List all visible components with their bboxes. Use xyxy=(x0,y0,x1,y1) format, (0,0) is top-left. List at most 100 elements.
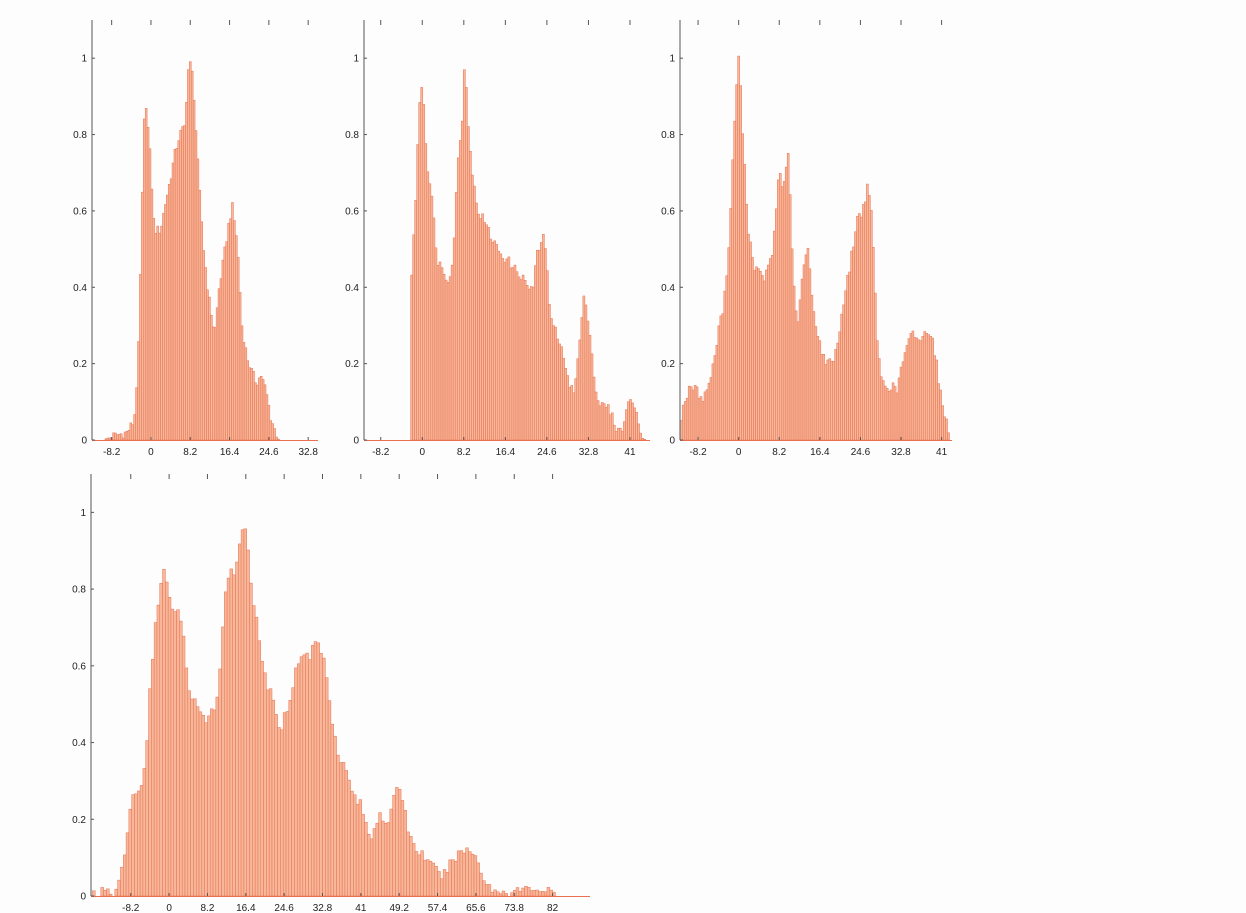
histogram-bar xyxy=(367,833,371,897)
x-tick-label: 65.6 xyxy=(466,903,486,913)
histogram-bar xyxy=(903,352,907,441)
histogram-bar xyxy=(227,222,230,441)
histogram-bar xyxy=(459,850,464,897)
histogram-bar xyxy=(282,712,287,897)
histogram-bar xyxy=(225,241,228,441)
x-tick-label: 32.8 xyxy=(313,903,333,913)
histogram-bar xyxy=(456,157,460,441)
histogram-bar xyxy=(450,264,454,441)
histogram-bar xyxy=(580,317,584,441)
x-tick-label: 41 xyxy=(936,447,948,458)
histogram-bar xyxy=(213,327,217,441)
histogram-bar xyxy=(452,237,456,441)
x-tick-label: 24.6 xyxy=(537,447,557,458)
histogram-bar xyxy=(167,597,172,897)
histogram-bar xyxy=(238,543,242,897)
histogram-bar xyxy=(198,189,202,441)
histogram-bar xyxy=(619,427,622,441)
histogram-bar xyxy=(529,890,534,897)
histogram-bar xyxy=(137,790,141,897)
histogram-bar xyxy=(848,271,851,441)
histogram-bar xyxy=(800,278,804,441)
histogram-bar xyxy=(499,253,503,441)
histogram-bar xyxy=(482,880,486,897)
histogram-bar xyxy=(242,342,246,441)
y-tick-label: 1 xyxy=(81,54,87,65)
histogram-bar xyxy=(181,126,184,441)
histogram-bar xyxy=(430,195,434,441)
histogram-bar xyxy=(256,384,259,441)
histogram-bar xyxy=(751,257,754,441)
histogram-bar xyxy=(804,254,808,441)
histogram-bar xyxy=(497,250,501,441)
y-tick-label: 0.2 xyxy=(72,815,86,826)
x-tick-label: -8.2 xyxy=(103,447,121,458)
histogram-bar xyxy=(808,268,812,441)
histogram-bar xyxy=(121,437,125,441)
histogram-bar xyxy=(134,793,138,897)
histogram-bar xyxy=(117,879,121,897)
histogram-bar xyxy=(383,823,388,897)
histogram-bar xyxy=(685,397,689,441)
histogram-bar xyxy=(123,431,127,441)
histogram-bar xyxy=(820,354,824,441)
histogram-bar xyxy=(715,345,719,441)
histogram-bar xyxy=(923,331,927,441)
x-tick-label: 0 xyxy=(736,447,742,458)
histogram-bar xyxy=(204,267,207,441)
histogram-bar xyxy=(779,173,782,441)
histogram-bar xyxy=(627,401,630,441)
histogram-bar xyxy=(194,130,198,441)
histogram-bar xyxy=(477,213,480,441)
x-tick-label: 8.2 xyxy=(183,447,197,458)
histogram-bar xyxy=(353,794,357,897)
histogram-bar xyxy=(100,887,104,897)
histogram-bar xyxy=(947,432,950,441)
histogram-bar xyxy=(145,740,149,897)
histogram-bar xyxy=(771,255,774,441)
histogram-bar xyxy=(116,434,119,441)
histogram-bar xyxy=(493,240,496,441)
y-tick-label: 1 xyxy=(80,508,86,519)
histogram-bar xyxy=(442,869,447,897)
histogram-bar xyxy=(179,130,182,441)
histogram-bar xyxy=(749,241,752,441)
histogram-bar xyxy=(381,820,385,897)
histogram-bar xyxy=(257,640,262,897)
histogram-bar xyxy=(487,884,492,897)
histogram-bar xyxy=(556,338,559,441)
histogram-bar xyxy=(697,398,701,441)
histogram-bar xyxy=(448,859,452,897)
histogram-bar xyxy=(883,385,887,441)
histogram-bar xyxy=(125,431,129,441)
histogram-bar xyxy=(866,183,869,441)
histogram-bar xyxy=(235,235,238,441)
histogram-bar xyxy=(745,203,748,441)
histogram-bar xyxy=(499,893,503,897)
histogram-bar xyxy=(879,376,883,441)
histogram-bar xyxy=(775,208,778,441)
histogram-bar xyxy=(687,385,691,441)
histogram-bar xyxy=(347,779,351,897)
histogram-bar xyxy=(709,377,713,441)
histogram-bar xyxy=(850,250,853,441)
histogram-bar xyxy=(515,271,519,441)
histogram-bar xyxy=(249,582,253,897)
histogram-bar xyxy=(106,437,110,441)
histogram-bar xyxy=(160,225,163,441)
histogram-bar xyxy=(680,420,683,441)
histogram-bar xyxy=(874,292,877,441)
histogram-bar xyxy=(120,866,124,897)
histogram-bar xyxy=(699,396,703,441)
histogram-bar xyxy=(378,812,382,897)
histogram-bar xyxy=(887,391,891,441)
histogram-bar xyxy=(465,87,468,441)
histogram-bar xyxy=(224,591,228,897)
x-tick-label: -8.2 xyxy=(372,447,390,458)
histogram-bar xyxy=(235,561,239,897)
y-tick-label: 0 xyxy=(353,436,359,447)
histogram-panel-bottom-left: 0 0.2 0.4 0.6 0.8 1 -8.2 0 8.2 16.4 24.6 32.8 41 49.2… xyxy=(72,474,590,913)
histogram-bar xyxy=(816,336,820,441)
histogram-bar xyxy=(313,641,318,897)
histogram-bar xyxy=(114,432,117,441)
